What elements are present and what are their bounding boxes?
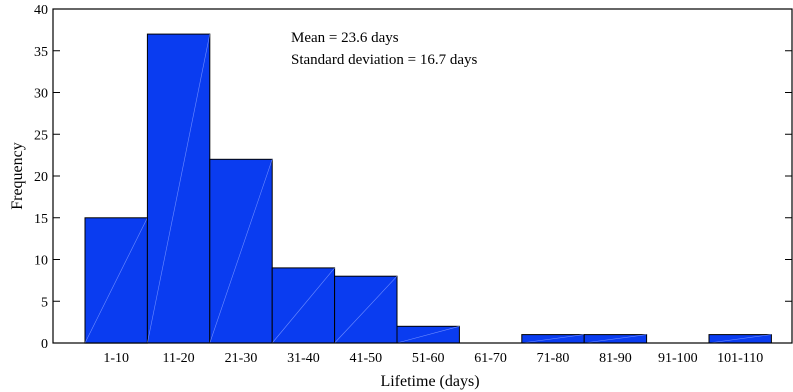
y-tick-label-10: 10 [34, 254, 48, 269]
y-axis: 0 5 10 15 20 25 30 35 40 [34, 3, 792, 352]
x-tick-label-81-90: 81-90 [599, 351, 632, 366]
annotation-std: Standard deviation = 16.7 days [291, 52, 478, 68]
y-tick-label-0: 0 [41, 337, 48, 352]
x-tick-label-31-40: 31-40 [287, 351, 320, 366]
x-tick-label-91-100: 91-100 [658, 351, 698, 366]
y-tick-label-15: 15 [34, 212, 48, 227]
bar-shading-81-90 [584, 334, 647, 344]
bar-shading-11-20 [147, 34, 211, 344]
bar-shading-1-10 [84, 217, 148, 344]
x-tick-label-41-50: 41-50 [349, 351, 382, 366]
bar-shading-21-30 [209, 159, 273, 344]
x-axis: 1-10 11-20 21-30 31-40 41-50 51-60 61-70 71-80 8… [103, 351, 763, 366]
y-tick-label-40: 40 [34, 3, 48, 18]
bar-shading-41-50 [334, 275, 398, 344]
y-tick-label-35: 35 [34, 45, 48, 60]
y-tick-label-30: 30 [34, 87, 48, 102]
x-tick-label-51-60: 51-60 [412, 351, 445, 366]
x-axis-label: Lifetime (days) [380, 373, 479, 390]
bar-shading-71-80 [521, 334, 585, 344]
y-tick-label-20: 20 [34, 170, 48, 185]
y-tick-label-5: 5 [41, 295, 48, 310]
x-tick-label-71-80: 71-80 [537, 351, 570, 366]
annotation-mean: Mean = 23.6 days [291, 30, 399, 46]
x-tick-label-11-20: 11-20 [163, 351, 195, 366]
x-tick-label-61-70: 61-70 [474, 351, 507, 366]
y-tick-label-25: 25 [34, 128, 48, 143]
bar-shading-101-110 [708, 334, 772, 344]
bar-shading-51-60 [396, 326, 460, 344]
x-tick-label-1-10: 1-10 [103, 351, 129, 366]
bar-shading-31-40 [271, 267, 335, 344]
x-tick-label-101-110: 101-110 [717, 351, 763, 366]
bars-group [84, 33, 772, 344]
x-tick-label-21-30: 21-30 [225, 351, 258, 366]
y-axis-label: Frequency [9, 142, 26, 210]
